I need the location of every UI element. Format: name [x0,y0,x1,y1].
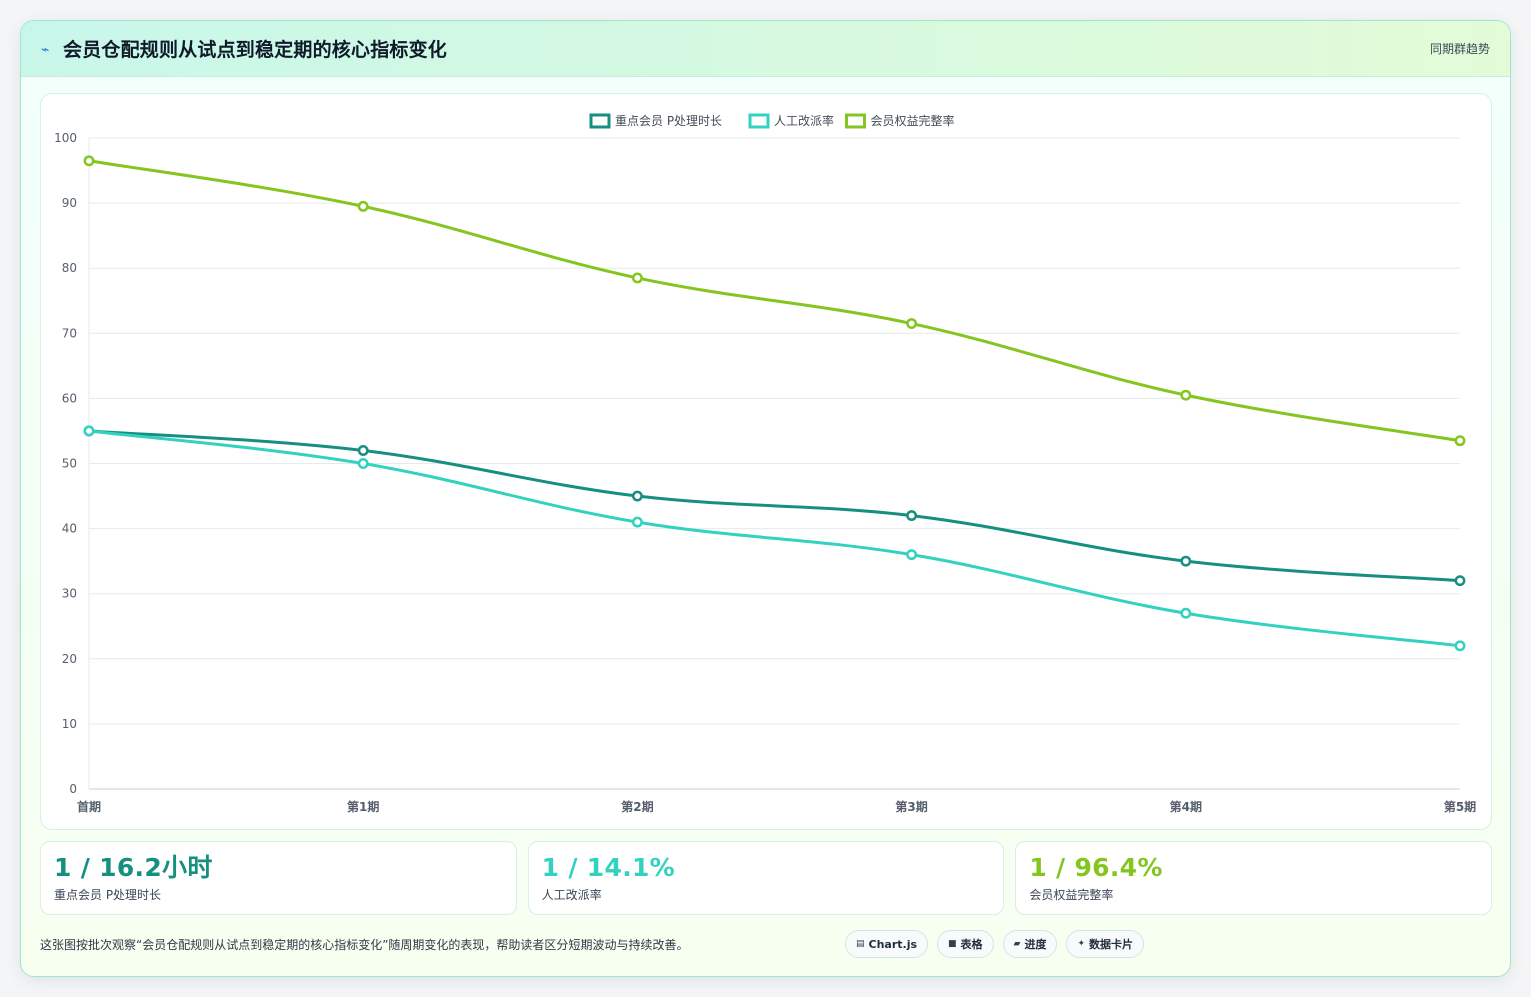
header-badge: 同期群趋势 [1429,42,1490,56]
data-point [906,549,918,561]
footer: 这张图按批次观察“会员仓配规则从试点到稳定期的核心指标变化”随周期变化的表现，帮… [40,927,1492,961]
data-point [83,155,95,167]
tag-chartjs[interactable]: ▤ Chart.js [845,930,929,958]
tag-data-card[interactable]: ✦ 数据卡片 [1066,930,1145,958]
chart-container: 0 10 20 30 40 50 60 70 80 90 100 首期 第1期 第2期 第3期 第4期 第5期 重… [40,93,1492,830]
data-point [906,510,918,522]
y-tick-label: 70 [62,326,77,340]
line-chart: 0 10 20 30 40 50 60 70 80 90 100 首期 第1期 第2期 第3期 第4期 第5期 重… [54,113,1476,814]
y-tick-label: 10 [62,717,77,731]
series-line-0 [87,429,1462,583]
kpi-label: 重点会员 P处理时长 [54,888,162,902]
kpi-value: 1 / 16.2小时 [54,853,213,882]
y-tick-label: 40 [62,522,77,536]
sparkle-icon: ✦ [1077,939,1086,949]
table-icon: ■ [948,939,957,949]
x-tick-label: 第4期 [1170,799,1202,814]
tag-label: 表格 [960,938,983,951]
y-tick-label: 80 [62,261,77,275]
data-point [631,272,643,284]
kpi-card-2: 1 / 96.4% 会员权益完整率 [1015,841,1493,915]
data-point [357,445,369,456]
data-point [1454,435,1466,447]
kpi-row: 1 / 16.2小时 重点会员 P处理时长 1 / 14.1% 人工改派率 1 … [40,841,1493,915]
tag-progress[interactable]: ▰ 进度 [1002,930,1058,958]
tag-table[interactable]: ■ 表格 [937,930,994,958]
y-tick-label: 60 [62,391,77,405]
x-tick-label: 第2期 [621,799,653,814]
kpi-label: 人工改派率 [541,888,602,902]
x-tick-label: 第3期 [895,799,927,814]
x-tick-label: 第1期 [347,799,379,814]
y-tick-label: 20 [62,652,77,666]
tag-list: ▤ Chart.js ■ 表格 ▰ 进度 ✦ 数据卡片 [845,930,1145,958]
y-tick-label: 50 [62,457,77,471]
data-point [906,318,918,329]
data-point [1180,555,1192,567]
data-point [1454,575,1466,587]
tag-label: 进度 [1024,938,1047,951]
legend-swatch [589,113,611,129]
y-tick-label: 100 [54,131,77,145]
y-tick-label: 90 [62,196,77,210]
y-tick-label: 30 [62,587,77,601]
legend-swatch [748,113,770,129]
data-point [357,458,369,469]
data-point [631,490,643,502]
progress-icon: ▰ [1013,939,1021,949]
chart-icon: ▤ [856,939,865,949]
tag-label: Chart.js [868,937,918,951]
data-point [1454,640,1466,652]
y-tick-label: 0 [69,782,77,796]
x-tick-label: 第5期 [1444,799,1476,814]
data-point [1180,607,1192,619]
bolt-icon: ⌁ [41,41,50,58]
series-line-1 [87,429,1462,648]
x-tick-label: 首期 [77,799,101,814]
data-point [631,516,643,528]
kpi-card-0: 1 / 16.2小时 重点会员 P处理时长 [40,841,517,915]
tag-label: 数据卡片 [1089,938,1134,951]
page-title: 会员仓配规则从试点到稳定期的核心指标变化 [63,39,448,61]
footer-note: 这张图按批次观察“会员仓配规则从试点到稳定期的核心指标变化”随周期变化的表现，帮… [40,937,689,952]
legend-label: 人工改派率 [774,113,834,128]
data-point [1180,389,1192,401]
chart-card: ⌁ 会员仓配规则从试点到稳定期的核心指标变化 同期群趋势 0 10 20 30 40 50… [20,20,1511,977]
data-point [83,425,95,437]
kpi-value: 1 / 14.1% [541,853,676,882]
legend-label: 会员权益完整率 [871,113,955,128]
data-point [357,200,369,212]
kpi-label: 会员权益完整率 [1029,888,1114,902]
card-header: ⌁ 会员仓配规则从试点到稳定期的核心指标变化 同期群趋势 [21,21,1510,77]
kpi-card-1: 1 / 14.1% 人工改派率 [527,841,1005,915]
legend-swatch [845,113,866,129]
series-line-2 [87,159,1462,443]
legend-label: 重点会员 P处理时长 [615,114,722,128]
kpi-value: 1 / 96.4% [1029,853,1163,882]
